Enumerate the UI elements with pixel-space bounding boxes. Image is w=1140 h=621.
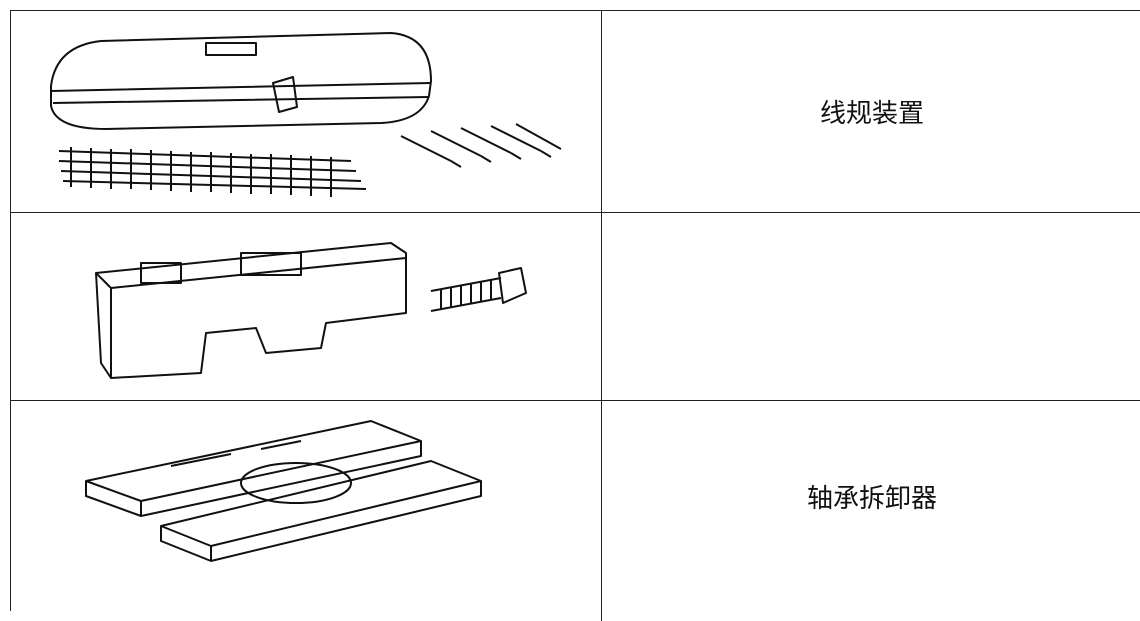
label-cell [602, 213, 1140, 400]
table-row: 轴承拆卸器 [11, 401, 1140, 621]
gauge-set-illustration [50, 32, 562, 197]
image-cell [11, 11, 602, 212]
table-row: 线规装置 [11, 11, 1140, 213]
image-cell [11, 213, 602, 400]
page: {"table": {"rows": [{"label": "线规装置"}, {… [10, 10, 1140, 621]
image-cell [11, 401, 602, 621]
label-cell: 轴承拆卸器 [602, 401, 1140, 591]
table-row [11, 213, 1140, 401]
tool-name: 轴承拆卸器 [806, 483, 937, 514]
bearing-separator-illustration [85, 420, 482, 562]
label-cell: 线规装置 [602, 11, 1140, 212]
tool-name: 线规装置 [819, 99, 924, 129]
puller-illustration [95, 242, 527, 379]
tool-table: 线规装置 轴承拆卸器 [10, 10, 1140, 621]
